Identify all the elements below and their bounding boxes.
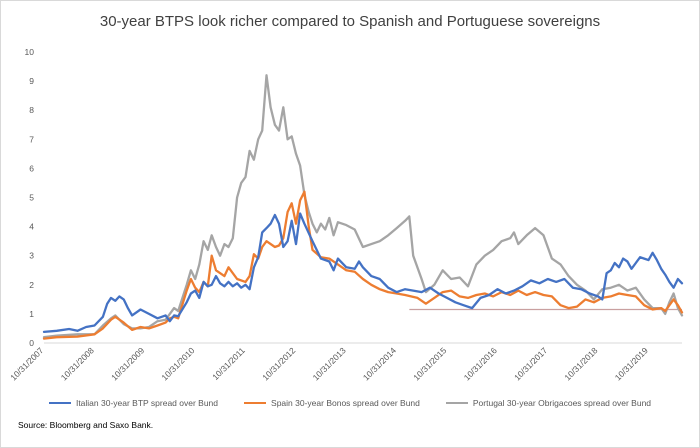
legend-label-italy: Italian 30-year BTP spread over Bund — [75, 398, 219, 408]
series-lines — [42, 74, 684, 340]
chart-title: 30-year BTPS look richer compared to Spa… — [99, 13, 601, 30]
italy-series-line — [42, 212, 684, 334]
y-tick-label: 2 — [29, 280, 34, 290]
portugal-series-line — [42, 74, 684, 339]
y-axis-ticks: 0 1 2 3 4 5 6 7 8 9 10 — [25, 47, 35, 348]
y-tick-label: 1 — [29, 309, 34, 319]
legend-swatch-spain — [244, 401, 267, 405]
y-tick-label: 4 — [29, 222, 34, 232]
x-tick-label: 10/31/2011 — [210, 345, 247, 382]
y-tick-label: 0 — [29, 338, 34, 348]
x-tick-label: 10/31/2013 — [311, 345, 348, 382]
x-tick-label: 10/31/2019 — [613, 345, 650, 382]
legend-item-spain: Spain 30-year Bonos spread over Bund — [244, 398, 420, 408]
legend-swatch-portugal — [445, 401, 468, 405]
x-tick-label: 10/31/2008 — [59, 345, 96, 382]
x-tick-label: 10/31/2014 — [361, 345, 398, 382]
y-tick-label: 6 — [29, 163, 34, 173]
x-tick-label: 10/31/2018 — [562, 345, 599, 382]
x-axis-ticks: 10/31/2007 10/31/2008 10/31/2009 10/31/2010… — [8, 345, 650, 382]
x-tick-label: 10/31/2016 — [462, 345, 499, 382]
legend: Italian 30-year BTP spread over Bund Spa… — [0, 398, 700, 408]
x-tick-label: 10/31/2015 — [411, 345, 448, 382]
y-tick-label: 7 — [29, 134, 34, 144]
y-tick-label: 5 — [29, 193, 34, 203]
y-tick-label: 8 — [29, 105, 34, 115]
y-tick-label: 10 — [25, 47, 35, 57]
legend-swatch-italy — [48, 401, 71, 405]
legend-item-italy: Italian 30-year BTP spread over Bund — [48, 398, 219, 408]
y-tick-label: 3 — [29, 251, 34, 261]
legend-label-spain: Spain 30-year Bonos spread over Bund — [271, 398, 420, 408]
x-tick-label: 10/31/2017 — [512, 345, 549, 382]
x-tick-label: 10/31/2012 — [260, 345, 297, 382]
legend-item-portugal: Portugal 30-year Obrigacoes spread over … — [445, 398, 652, 408]
source-note: Source: Bloomberg and Saxo Bank. — [18, 420, 154, 430]
x-tick-label: 10/31/2010 — [159, 345, 196, 382]
spain-series-line — [42, 190, 684, 340]
x-tick-label: 10/31/2009 — [109, 345, 146, 382]
legend-label-portugal: Portugal 30-year Obrigacoes spread over … — [472, 398, 652, 408]
y-tick-label: 9 — [29, 76, 34, 86]
x-tick-label: 10/31/2007 — [8, 345, 45, 382]
